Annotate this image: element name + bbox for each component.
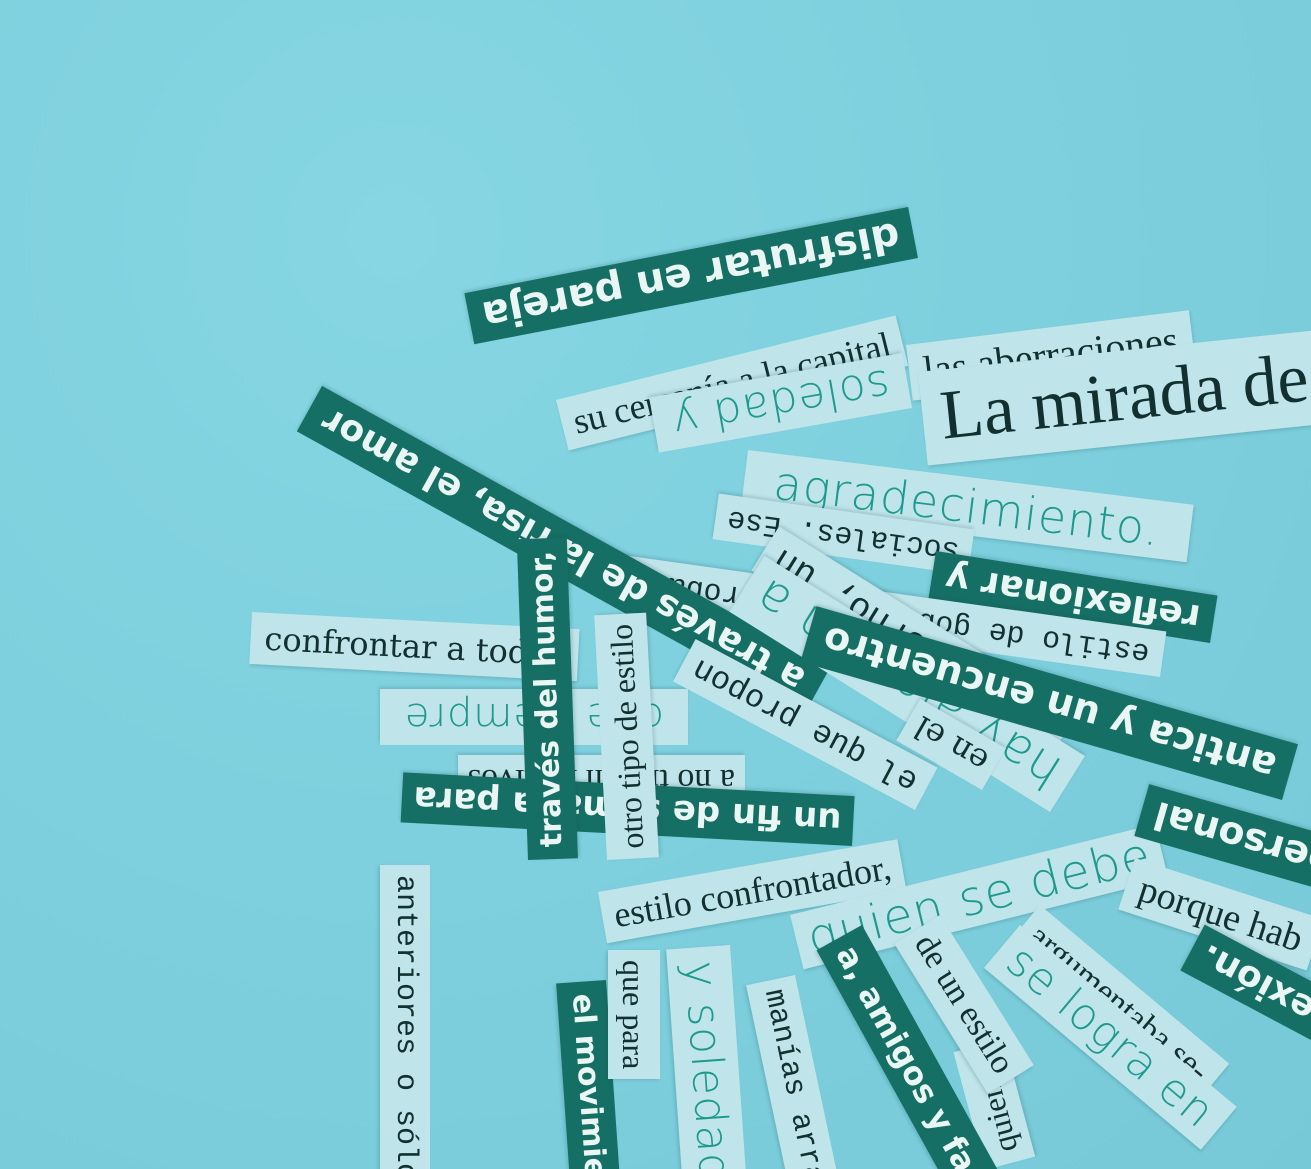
clipping: que para xyxy=(608,950,660,1080)
clipping: disfrutar en pareja xyxy=(464,206,918,345)
clipping: anteriores o sólo xyxy=(380,865,430,1169)
clipping: través del humor, xyxy=(516,537,578,860)
clipping: manías arrá xyxy=(746,975,841,1169)
clipping: y soledad xyxy=(666,945,748,1169)
